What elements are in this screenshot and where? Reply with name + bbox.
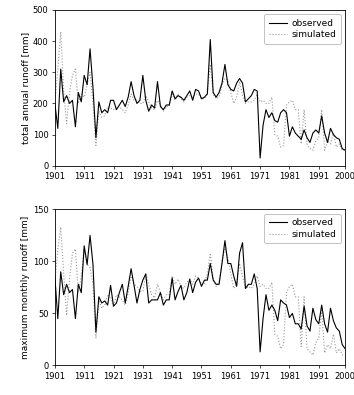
observed [229, 87, 233, 92]
simulated [311, 148, 315, 152]
observed [325, 140, 330, 145]
Line: observed: observed [55, 235, 345, 352]
simulated [112, 107, 116, 112]
simulated [59, 225, 63, 229]
simulated [343, 148, 347, 152]
Y-axis label: total annual runoff [mm]: total annual runoff [mm] [21, 32, 30, 144]
observed [120, 98, 125, 103]
observed [108, 98, 113, 103]
simulated [123, 111, 127, 115]
observed [88, 233, 92, 238]
Y-axis label: maximum monthly runoff [mm]: maximum monthly runoff [mm] [21, 216, 30, 359]
observed [343, 148, 347, 152]
observed [202, 95, 206, 100]
observed [325, 330, 330, 335]
simulated [334, 145, 338, 149]
simulated [229, 271, 233, 276]
simulated [325, 139, 330, 143]
observed [258, 350, 262, 354]
observed [208, 37, 212, 42]
simulated [229, 90, 233, 95]
Line: simulated: simulated [55, 227, 345, 355]
observed [343, 346, 347, 351]
simulated [343, 353, 347, 357]
observed [53, 275, 57, 279]
simulated [59, 29, 63, 34]
observed [112, 304, 116, 308]
simulated [123, 303, 127, 307]
observed [334, 135, 338, 140]
simulated [205, 90, 210, 95]
observed [123, 301, 127, 305]
observed [334, 325, 338, 330]
Line: simulated: simulated [55, 32, 345, 150]
observed [229, 261, 233, 266]
simulated [53, 100, 57, 104]
simulated [112, 305, 116, 310]
Line: observed: observed [55, 40, 345, 158]
Legend: observed, simulated: observed, simulated [264, 214, 341, 243]
observed [258, 156, 262, 160]
simulated [311, 353, 315, 357]
simulated [53, 282, 57, 287]
Legend: observed, simulated: observed, simulated [264, 14, 341, 44]
simulated [325, 342, 330, 347]
simulated [334, 350, 338, 355]
observed [205, 278, 210, 282]
observed [53, 101, 57, 106]
simulated [205, 271, 210, 276]
